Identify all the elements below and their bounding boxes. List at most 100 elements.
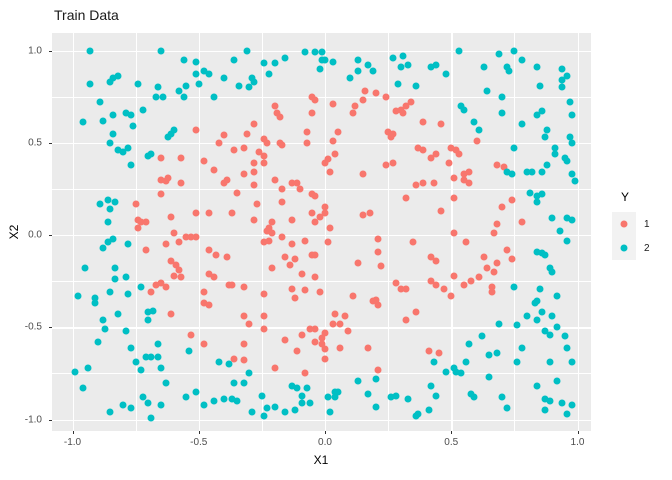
data-point-class2 — [245, 369, 253, 377]
data-point-class1 — [473, 137, 480, 145]
data-point-class1 — [223, 253, 231, 261]
data-point-class1 — [268, 218, 276, 226]
data-point-class1 — [265, 237, 273, 245]
data-point-class2 — [99, 117, 107, 125]
data-point-class1 — [440, 285, 448, 292]
data-point-class1 — [228, 209, 236, 217]
legend-dot-class1-icon — [620, 220, 628, 228]
data-point-class1 — [288, 240, 296, 248]
data-point-class1 — [488, 288, 496, 296]
data-point-class1 — [412, 181, 420, 189]
data-point-class1 — [157, 279, 165, 287]
data-point-class2 — [157, 364, 165, 372]
data-point-class1 — [230, 146, 238, 154]
data-point-class2 — [558, 399, 566, 407]
data-point-class2 — [394, 80, 402, 88]
data-point-class1 — [177, 179, 185, 187]
data-point-class1 — [500, 163, 508, 171]
data-point-class2 — [263, 404, 271, 412]
data-point-class2 — [86, 47, 94, 54]
data-point-class2 — [288, 382, 296, 390]
data-point-class2 — [86, 80, 94, 88]
y-tick-label: -0.5 — [24, 321, 42, 333]
data-point-class1 — [460, 170, 468, 178]
data-point-class2 — [147, 414, 155, 422]
data-point-class1 — [223, 176, 231, 184]
data-point-class2 — [397, 63, 405, 71]
data-point-class2 — [215, 358, 223, 366]
legend-key — [612, 236, 636, 260]
data-point-class2 — [533, 111, 541, 119]
data-point-class1 — [508, 255, 516, 263]
data-point-class2 — [503, 168, 511, 176]
data-point-class1 — [212, 251, 220, 259]
data-point-class2 — [425, 406, 433, 414]
data-point-class1 — [389, 159, 397, 167]
data-point-class1 — [445, 159, 453, 167]
data-point-class1 — [329, 137, 337, 145]
data-point-class2 — [329, 58, 337, 66]
data-point-class1 — [162, 240, 170, 248]
data-point-class2 — [442, 368, 450, 376]
data-point-class2 — [298, 392, 306, 399]
data-point-class2 — [137, 366, 145, 374]
x-tick-label: 0.0 — [318, 437, 332, 448]
gridline-major — [52, 419, 591, 421]
data-point-class2 — [354, 56, 362, 64]
data-point-class1 — [321, 203, 329, 211]
legend-dot-class2-icon — [620, 244, 628, 252]
data-point-class2 — [149, 307, 157, 315]
data-point-class2 — [101, 325, 109, 333]
data-point-class1 — [301, 237, 309, 245]
data-point-class2 — [346, 74, 354, 82]
data-point-class2 — [122, 109, 130, 117]
data-point-class2 — [568, 111, 576, 119]
data-point-class2 — [271, 403, 278, 411]
data-point-class1 — [435, 349, 443, 357]
y-tick-mark — [49, 327, 52, 329]
data-point-class1 — [271, 364, 278, 372]
data-point-class2 — [248, 74, 256, 82]
data-point-class2 — [566, 133, 574, 141]
data-point-class1 — [167, 257, 175, 265]
data-point-class2 — [250, 78, 258, 86]
data-point-class2 — [528, 168, 536, 176]
data-point-class1 — [301, 369, 309, 377]
data-point-class1 — [205, 270, 213, 278]
data-point-class2 — [495, 320, 503, 328]
data-point-class2 — [553, 377, 561, 385]
data-point-class1 — [250, 181, 258, 189]
plot-panel — [52, 33, 591, 431]
data-point-class2 — [182, 82, 190, 90]
data-point-class1 — [331, 310, 339, 318]
data-point-class2 — [563, 157, 571, 165]
data-point-class2 — [450, 364, 458, 372]
data-point-class1 — [308, 209, 316, 217]
gridline-minor — [261, 33, 263, 431]
data-point-class1 — [263, 227, 271, 235]
data-point-class1 — [460, 281, 468, 289]
data-point-class2 — [164, 133, 172, 141]
data-point-class2 — [185, 347, 193, 355]
data-point-class1 — [291, 255, 299, 263]
gridline-major — [52, 235, 591, 237]
data-point-class2 — [541, 251, 549, 259]
data-point-class2 — [427, 63, 435, 71]
data-point-class1 — [170, 272, 177, 280]
data-point-class1 — [278, 233, 286, 241]
data-point-class2 — [533, 316, 541, 324]
data-point-class1 — [200, 157, 208, 165]
data-point-class2 — [152, 93, 160, 101]
data-point-class1 — [192, 233, 200, 241]
data-point-class1 — [177, 273, 185, 281]
data-point-class1 — [336, 320, 344, 328]
data-point-class2 — [109, 111, 117, 119]
y-tick-label: 0.5 — [28, 137, 42, 149]
data-point-class1 — [399, 109, 407, 117]
data-point-class1 — [240, 144, 248, 152]
data-point-class2 — [563, 410, 571, 418]
data-point-class2 — [457, 102, 465, 110]
data-point-class2 — [457, 369, 465, 377]
data-point-class1 — [278, 185, 286, 193]
data-point-class2 — [354, 67, 362, 75]
